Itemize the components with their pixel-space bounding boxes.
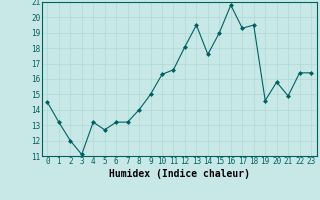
X-axis label: Humidex (Indice chaleur): Humidex (Indice chaleur) <box>109 169 250 179</box>
